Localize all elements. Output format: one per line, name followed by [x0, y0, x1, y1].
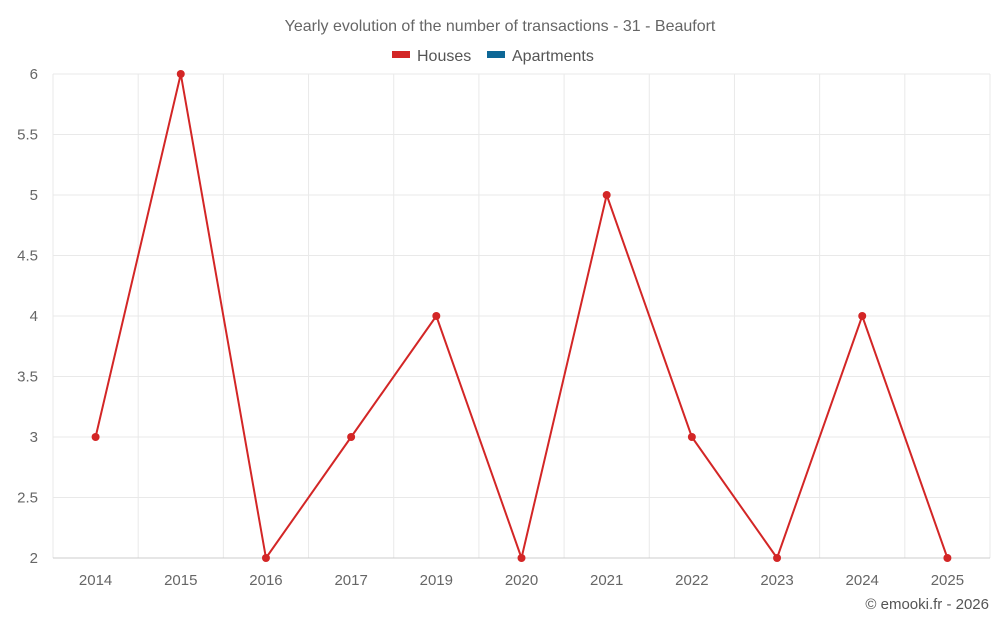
axes: 2 2.5 3 3.5 4 4.5 5 5.5 6 2014 2015 2016 2017 2019 202… [17, 66, 990, 589]
legend-label-apartments: Apartments [512, 48, 594, 65]
data-point-houses[interactable] [347, 433, 356, 441]
legend: Houses Apartments [392, 48, 594, 65]
data-point-houses[interactable] [517, 554, 526, 562]
data-point-houses[interactable] [602, 191, 611, 199]
y-tick-label: 5 [30, 187, 38, 204]
x-tick-label: 2016 [249, 572, 282, 589]
plot-area [91, 70, 952, 562]
data-point-houses[interactable] [176, 70, 185, 78]
y-tick-label: 2 [30, 550, 38, 567]
y-tick-label: 3 [30, 429, 38, 446]
legend-item-apartments[interactable]: Apartments [487, 48, 594, 65]
legend-item-houses[interactable]: Houses [392, 48, 471, 65]
x-tick-label: 2015 [164, 572, 197, 589]
x-tick-label: 2023 [760, 572, 793, 589]
x-tick-label: 2024 [846, 572, 879, 589]
chart-title: Yearly evolution of the number of transa… [285, 18, 716, 35]
legend-swatch-houses [392, 51, 410, 58]
x-tick-label: 2017 [334, 572, 367, 589]
data-point-houses[interactable] [432, 312, 441, 320]
y-tick-label: 4.5 [17, 248, 38, 265]
y-tick-label: 3.5 [17, 369, 38, 386]
data-point-houses[interactable] [773, 554, 782, 562]
data-point-houses[interactable] [943, 554, 952, 562]
x-tick-label: 2021 [590, 572, 623, 589]
data-point-houses[interactable] [858, 312, 867, 320]
x-tick-label: 2025 [931, 572, 964, 589]
y-tick-label: 4 [30, 308, 38, 325]
grid [52, 73, 991, 558]
legend-swatch-apartments [487, 51, 505, 58]
data-point-houses[interactable] [91, 433, 100, 441]
x-tick-label: 2020 [505, 572, 538, 589]
x-tick-label: 2019 [420, 572, 453, 589]
legend-label-houses: Houses [417, 48, 471, 65]
data-point-houses[interactable] [261, 554, 270, 562]
y-tick-label: 2.5 [17, 490, 38, 507]
credit-text: © emooki.fr - 2026 [865, 596, 989, 613]
y-tick-label: 5.5 [17, 127, 38, 144]
y-tick-label: 6 [30, 66, 38, 83]
x-tick-label: 2014 [79, 572, 112, 589]
x-tick-label: 2022 [675, 572, 708, 589]
data-point-houses[interactable] [687, 433, 696, 441]
